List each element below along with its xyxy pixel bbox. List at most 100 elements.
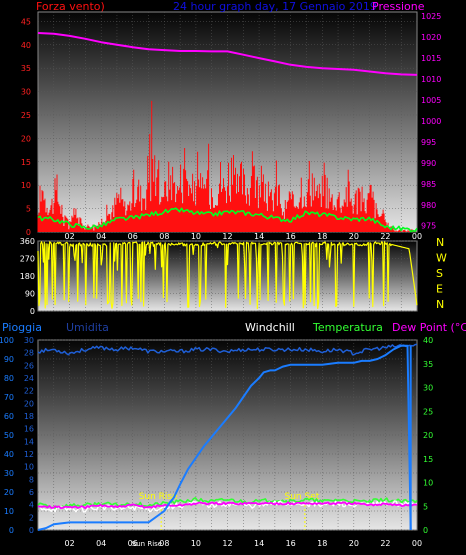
x-tick-label: 02 xyxy=(64,539,74,548)
sunset-label: Sun Set xyxy=(284,492,319,502)
rain-tick-label: 80 xyxy=(4,374,14,383)
x-tick-label: 12 xyxy=(222,232,232,241)
wind-label: Forza vento) xyxy=(36,0,105,13)
temp-tick-label: 35 xyxy=(423,360,433,369)
humidity-tick-label: 28 xyxy=(24,349,34,358)
humidity-tick-label: 0 xyxy=(29,526,34,535)
humidity-label: Umidita xyxy=(66,321,109,334)
compass-label: W xyxy=(436,252,447,265)
humidity-tick-label: 22 xyxy=(24,387,34,396)
rain-tick-label: 40 xyxy=(4,450,14,459)
right-tick-label: 980 xyxy=(421,201,436,210)
x-tick-label: 16 xyxy=(286,539,296,548)
x-tick-label: 22 xyxy=(380,232,390,241)
dewpoint-label: Dew Point (°C) xyxy=(392,321,466,334)
left-tick-label: 15 xyxy=(21,158,31,167)
x-tick-label: 12 xyxy=(222,539,232,548)
x-tick-label: 00 xyxy=(412,539,422,548)
chart-title: 24 hour graph day, 17 Gennaio 2019 xyxy=(173,0,377,13)
humidity-tick-label: 20 xyxy=(24,399,34,408)
x-tick-label: 20 xyxy=(349,232,359,241)
right-tick-label: 1000 xyxy=(421,117,441,126)
left-tick-label: 35 xyxy=(21,64,31,73)
x-tick-label: 04 xyxy=(96,232,106,241)
temp-tick-label: 10 xyxy=(423,479,433,488)
axis-labels: 0510152025303540459759809859909951000100… xyxy=(0,12,447,548)
temp-tick-label: 25 xyxy=(423,407,433,416)
panel3-grid xyxy=(38,339,417,531)
x-tick-label: 08 xyxy=(159,539,169,548)
windchill-label: Windchill xyxy=(245,321,295,334)
x-tick-label: 04 xyxy=(96,539,106,548)
compass-label: N xyxy=(436,298,444,311)
x-tick-label: 10 xyxy=(191,539,201,548)
left-tick-label: 0 xyxy=(26,228,31,237)
rain-line xyxy=(37,344,412,531)
x-tick-label: 18 xyxy=(317,232,327,241)
rain-tick-label: 50 xyxy=(4,431,14,440)
right-tick-label: 985 xyxy=(421,180,436,189)
humidity-tick-label: 16 xyxy=(24,425,34,434)
temp-tick-label: 20 xyxy=(423,431,433,440)
x-tick-label: 02 xyxy=(64,232,74,241)
right-tick-label: 1015 xyxy=(421,54,441,63)
temp-tick-label: 0 xyxy=(423,526,428,535)
x-tick-label: 14 xyxy=(254,232,264,241)
humidity-tick-label: 26 xyxy=(24,361,34,370)
rain-tick-label: 30 xyxy=(4,469,14,478)
humidity-tick-label: 10 xyxy=(24,463,34,472)
left-tick-label: 25 xyxy=(21,111,31,120)
right-tick-label: 1005 xyxy=(421,96,441,105)
left-tick-label: 45 xyxy=(21,17,31,26)
rain-tick-label: 20 xyxy=(4,488,14,497)
humidity-tick-label: 18 xyxy=(24,412,34,421)
rain-tick-label: 0 xyxy=(9,526,14,535)
left-tick-label: 10 xyxy=(21,181,31,190)
rain-tick-label: 90 xyxy=(4,355,14,364)
right-tick-label: 995 xyxy=(421,138,436,147)
pressure-line xyxy=(37,32,418,76)
x-tick-label: Sun Rise xyxy=(132,540,162,548)
compass-label: E xyxy=(436,283,443,296)
x-tick-label: 22 xyxy=(380,539,390,548)
humidity-tick-label: 2 xyxy=(29,513,34,522)
humidity-tick-label: 8 xyxy=(29,475,34,484)
wind-direction-line xyxy=(37,241,418,310)
rain-tick-label: 100 xyxy=(0,336,14,345)
rain-tick-label: 70 xyxy=(4,393,14,402)
humidity-tick-label: 12 xyxy=(24,450,34,459)
humidity-line xyxy=(37,343,418,356)
humidity-tick-label: 24 xyxy=(24,374,34,383)
left-tick-label: 20 xyxy=(21,134,31,143)
right-tick-label: 1020 xyxy=(421,33,441,42)
right-tick-label: 975 xyxy=(421,222,436,231)
x-tick-label: 14 xyxy=(254,539,264,548)
direction-tick-label: 270 xyxy=(20,255,35,264)
direction-tick-label: 0 xyxy=(30,307,35,316)
x-tick-label: 06 xyxy=(128,539,138,548)
rain-tick-label: 60 xyxy=(4,412,14,421)
rain-label: Pioggia xyxy=(2,321,42,334)
avg-wind-line xyxy=(37,207,418,233)
rain-tick-label: 10 xyxy=(4,507,14,516)
humidity-tick-label: 14 xyxy=(24,437,34,446)
humidity-tick-label: 30 xyxy=(24,336,34,345)
direction-tick-label: 180 xyxy=(20,272,35,281)
x-tick-label: 16 xyxy=(286,232,296,241)
humidity-tick-label: 6 xyxy=(29,488,34,497)
dewpoint-line xyxy=(37,501,418,510)
x-tick-label: 06 xyxy=(128,232,138,241)
x-tick-label: 20 xyxy=(349,539,359,548)
temp-tick-label: 5 xyxy=(423,502,428,511)
pressure-label: Pressione xyxy=(372,0,425,13)
chart-marks: Sun Rise Sun Set xyxy=(37,32,418,531)
temp-tick-label: 15 xyxy=(423,455,433,464)
compass-label: S xyxy=(436,267,443,280)
x-tick-label: 08 xyxy=(159,232,169,241)
sunrise-label: Sun Rise xyxy=(139,492,178,502)
humidity-tick-label: 4 xyxy=(29,501,34,510)
x-tick-label: 10 xyxy=(191,232,201,241)
temperature-label: Temperatura xyxy=(312,321,383,334)
left-tick-label: 30 xyxy=(21,88,31,97)
